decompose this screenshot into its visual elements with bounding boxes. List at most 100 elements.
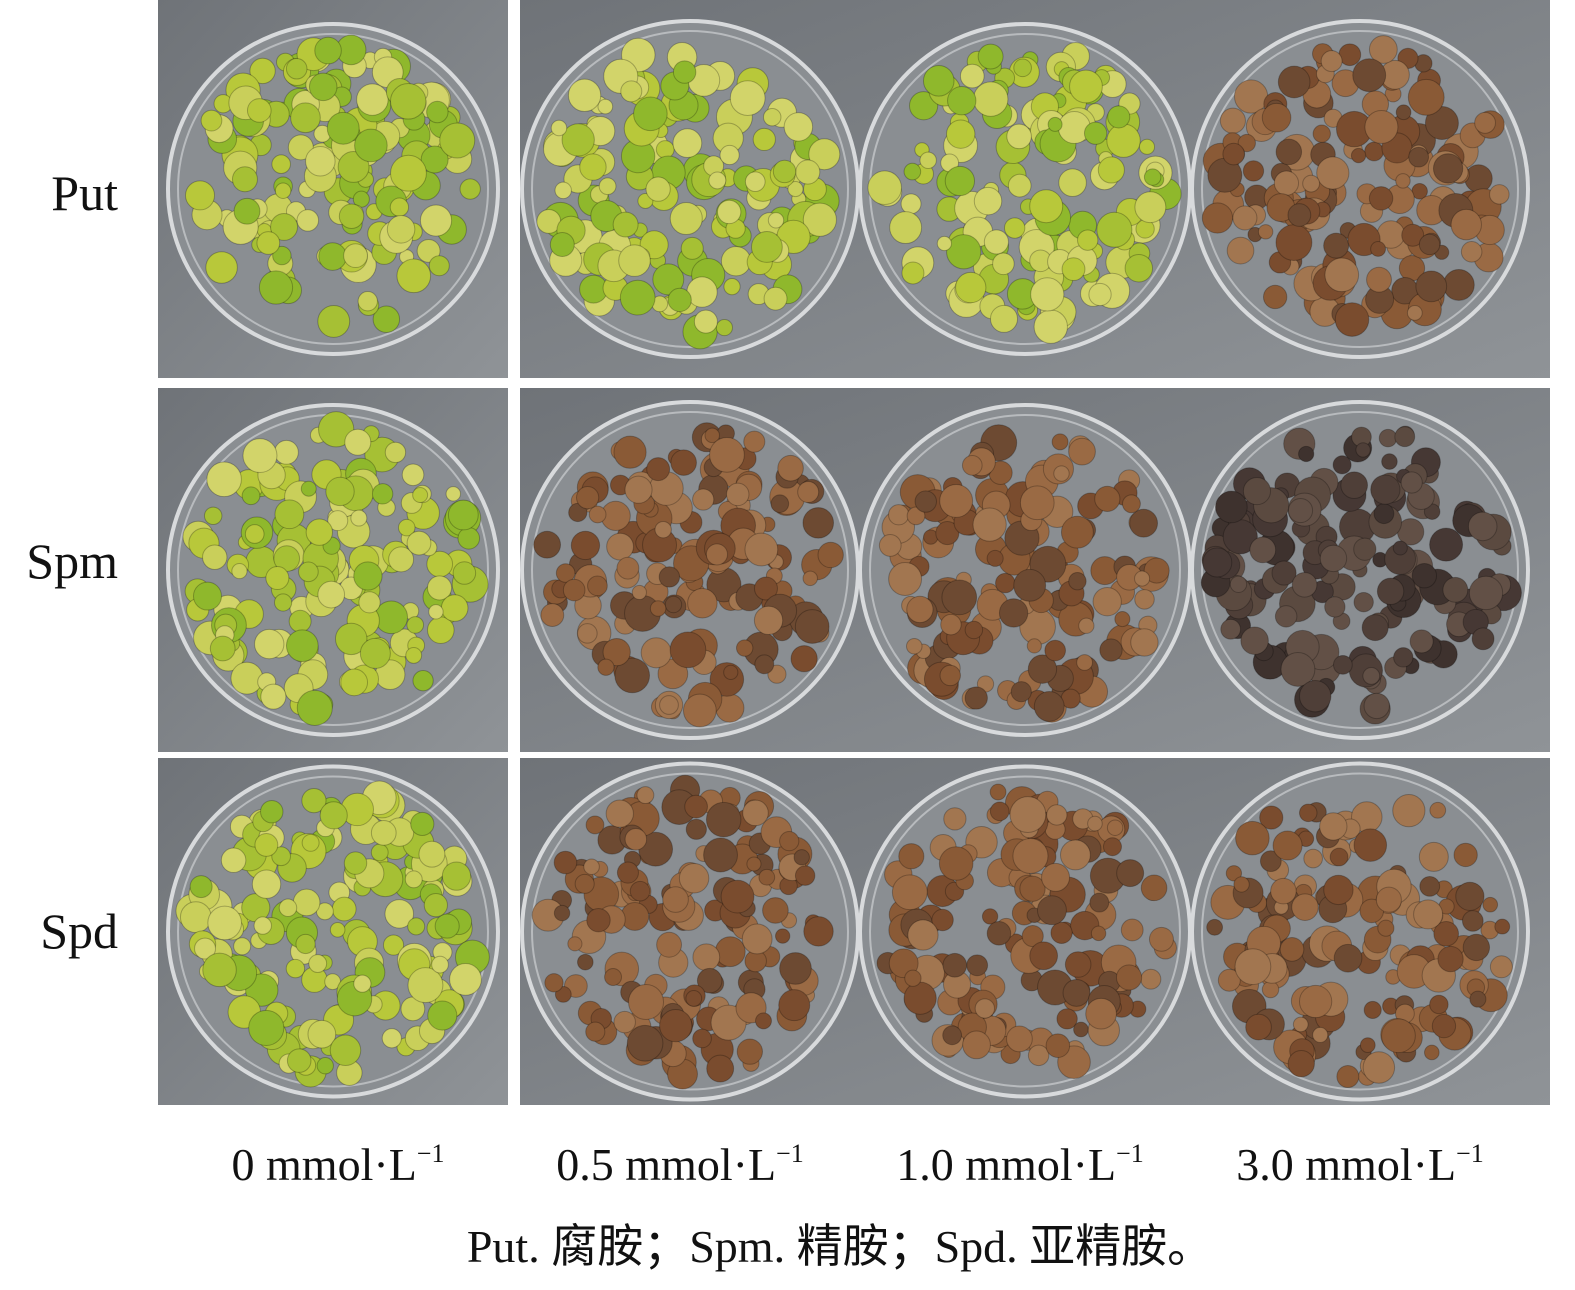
callus	[285, 958, 306, 979]
callus	[629, 880, 651, 902]
callus	[381, 1028, 402, 1049]
callus	[741, 923, 773, 955]
callus	[767, 664, 787, 684]
callus	[669, 631, 707, 669]
callus	[1222, 142, 1245, 166]
callus	[794, 865, 816, 886]
callus	[1009, 796, 1047, 833]
callus	[407, 967, 444, 1004]
callus	[1068, 571, 1087, 591]
callus	[743, 430, 766, 453]
callus	[1036, 895, 1067, 926]
callus	[1068, 437, 1096, 466]
callus	[1088, 282, 1112, 307]
callus	[1363, 1000, 1382, 1020]
callus	[1237, 133, 1256, 153]
callus	[567, 936, 583, 952]
callus	[308, 954, 328, 973]
callus	[1234, 948, 1272, 986]
callus	[426, 575, 453, 601]
callus	[1482, 896, 1499, 913]
callus	[972, 507, 1007, 542]
callus	[1134, 191, 1167, 224]
callus	[343, 243, 368, 269]
callus	[298, 561, 319, 583]
callus	[723, 278, 741, 296]
callus	[1366, 266, 1392, 293]
callus	[604, 968, 623, 987]
callus	[265, 566, 290, 591]
callus	[1373, 503, 1395, 525]
callus	[273, 593, 293, 612]
callus	[353, 974, 372, 993]
callus	[1423, 1044, 1440, 1061]
callus	[1418, 841, 1449, 872]
column-text: 3.0 mmol·L	[1236, 1139, 1456, 1190]
callus	[314, 36, 342, 65]
callus	[636, 786, 655, 805]
callus	[1298, 445, 1315, 463]
callus	[401, 463, 425, 487]
callus	[251, 869, 282, 899]
callus	[898, 843, 925, 870]
callus	[703, 837, 739, 873]
dish-inner	[1201, 772, 1519, 1091]
callus	[878, 534, 902, 557]
callus	[1437, 945, 1464, 973]
callus	[1047, 116, 1063, 132]
callus	[1056, 1008, 1078, 1030]
callus	[795, 159, 821, 185]
callus	[290, 102, 321, 134]
callus	[606, 532, 634, 561]
callus	[428, 604, 444, 620]
callus	[1148, 926, 1174, 952]
callus	[1059, 839, 1091, 871]
callus	[388, 546, 415, 573]
callus	[440, 594, 469, 622]
callus	[1046, 804, 1068, 826]
callus	[1232, 205, 1258, 231]
callus	[672, 128, 703, 159]
callus	[659, 695, 679, 715]
callus	[1225, 865, 1243, 882]
callus	[693, 309, 718, 334]
petri-dish	[520, 761, 860, 1102]
callus	[386, 215, 416, 244]
dish-inner	[177, 775, 489, 1088]
callus	[1021, 925, 1044, 948]
callus	[772, 159, 797, 184]
callus	[802, 202, 837, 237]
callus	[583, 858, 600, 875]
callus	[1106, 123, 1141, 158]
callus	[1395, 173, 1411, 189]
callus	[192, 581, 222, 611]
callus	[696, 967, 723, 994]
callus	[1006, 1025, 1033, 1053]
callus	[586, 907, 611, 933]
callus	[618, 244, 651, 277]
callus	[242, 438, 278, 474]
callus	[640, 637, 672, 669]
callus	[270, 212, 299, 241]
callus	[359, 637, 391, 669]
callus	[241, 486, 261, 506]
callus	[202, 544, 228, 570]
callus	[667, 287, 692, 313]
callus	[817, 541, 844, 569]
callus	[431, 955, 449, 974]
callus	[1033, 309, 1068, 344]
callus	[253, 916, 272, 935]
callus	[1401, 223, 1425, 247]
callus	[616, 861, 639, 884]
callus	[1409, 629, 1434, 654]
callus	[1201, 202, 1234, 234]
callus	[778, 989, 811, 1022]
dish-inner	[177, 33, 489, 345]
callus	[1003, 217, 1026, 239]
callus	[919, 151, 937, 170]
callus	[1359, 1037, 1376, 1054]
callus	[452, 561, 477, 585]
callus	[1392, 794, 1426, 828]
callus	[974, 998, 995, 1019]
callus	[1019, 875, 1046, 902]
